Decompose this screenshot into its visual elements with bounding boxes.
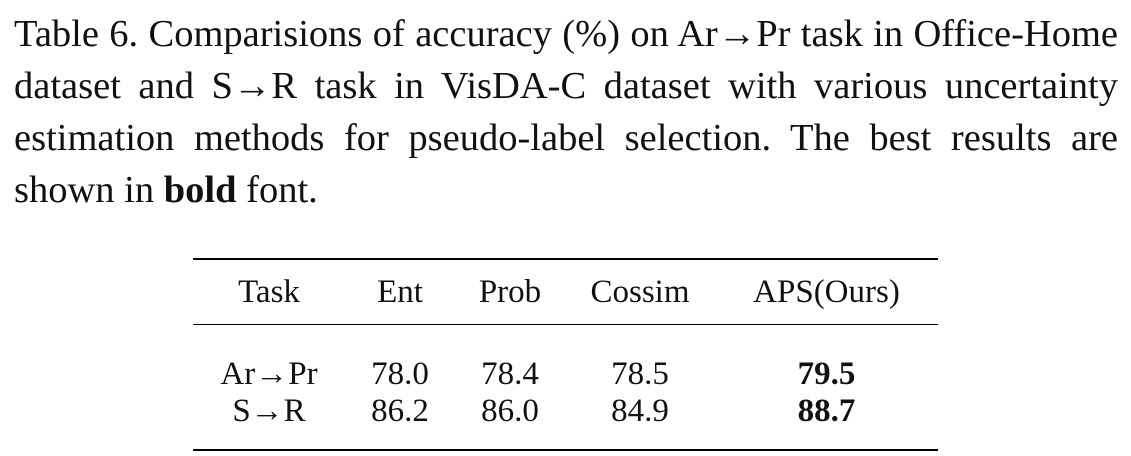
caption-text-end: font. bbox=[236, 169, 318, 211]
cell-prob: 86.0 bbox=[481, 393, 539, 429]
cell-ent: 78.0 bbox=[371, 356, 429, 392]
cell-task: S→R bbox=[232, 393, 306, 429]
results-table-container: Task Ent Prob Cossim APS(Ours) Ar→Pr 78.… bbox=[193, 258, 938, 451]
cell-ent: 86.2 bbox=[371, 393, 429, 429]
header-cossim: Cossim bbox=[590, 273, 690, 310]
header-ent: Ent bbox=[377, 273, 423, 310]
cell-task: Ar→Pr bbox=[220, 356, 318, 392]
cell-aps-best: 79.5 bbox=[797, 356, 856, 392]
cell-cossim: 78.5 bbox=[611, 356, 669, 392]
table-row: S→R 86.2 86.0 84.9 88.7 bbox=[193, 393, 938, 450]
cell-aps-best: 88.7 bbox=[797, 393, 856, 429]
table-row: Ar→Pr 78.0 78.4 78.5 79.5 bbox=[193, 325, 938, 394]
header-row: Task Ent Prob Cossim APS(Ours) bbox=[193, 259, 938, 325]
results-table: Task Ent Prob Cossim APS(Ours) Ar→Pr 78.… bbox=[193, 258, 938, 451]
table-caption: Table 6. Comparisions of accuracy (%) on… bbox=[14, 8, 1118, 216]
caption-bold-word: bold bbox=[163, 169, 237, 211]
header-task: Task bbox=[238, 273, 300, 310]
caption-text: Table 6. Comparisions of accuracy (%) on… bbox=[14, 13, 1118, 211]
cell-prob: 78.4 bbox=[481, 356, 539, 392]
cell-cossim: 84.9 bbox=[611, 393, 669, 429]
header-aps: APS(Ours) bbox=[753, 273, 900, 310]
header-prob: Prob bbox=[478, 273, 542, 310]
